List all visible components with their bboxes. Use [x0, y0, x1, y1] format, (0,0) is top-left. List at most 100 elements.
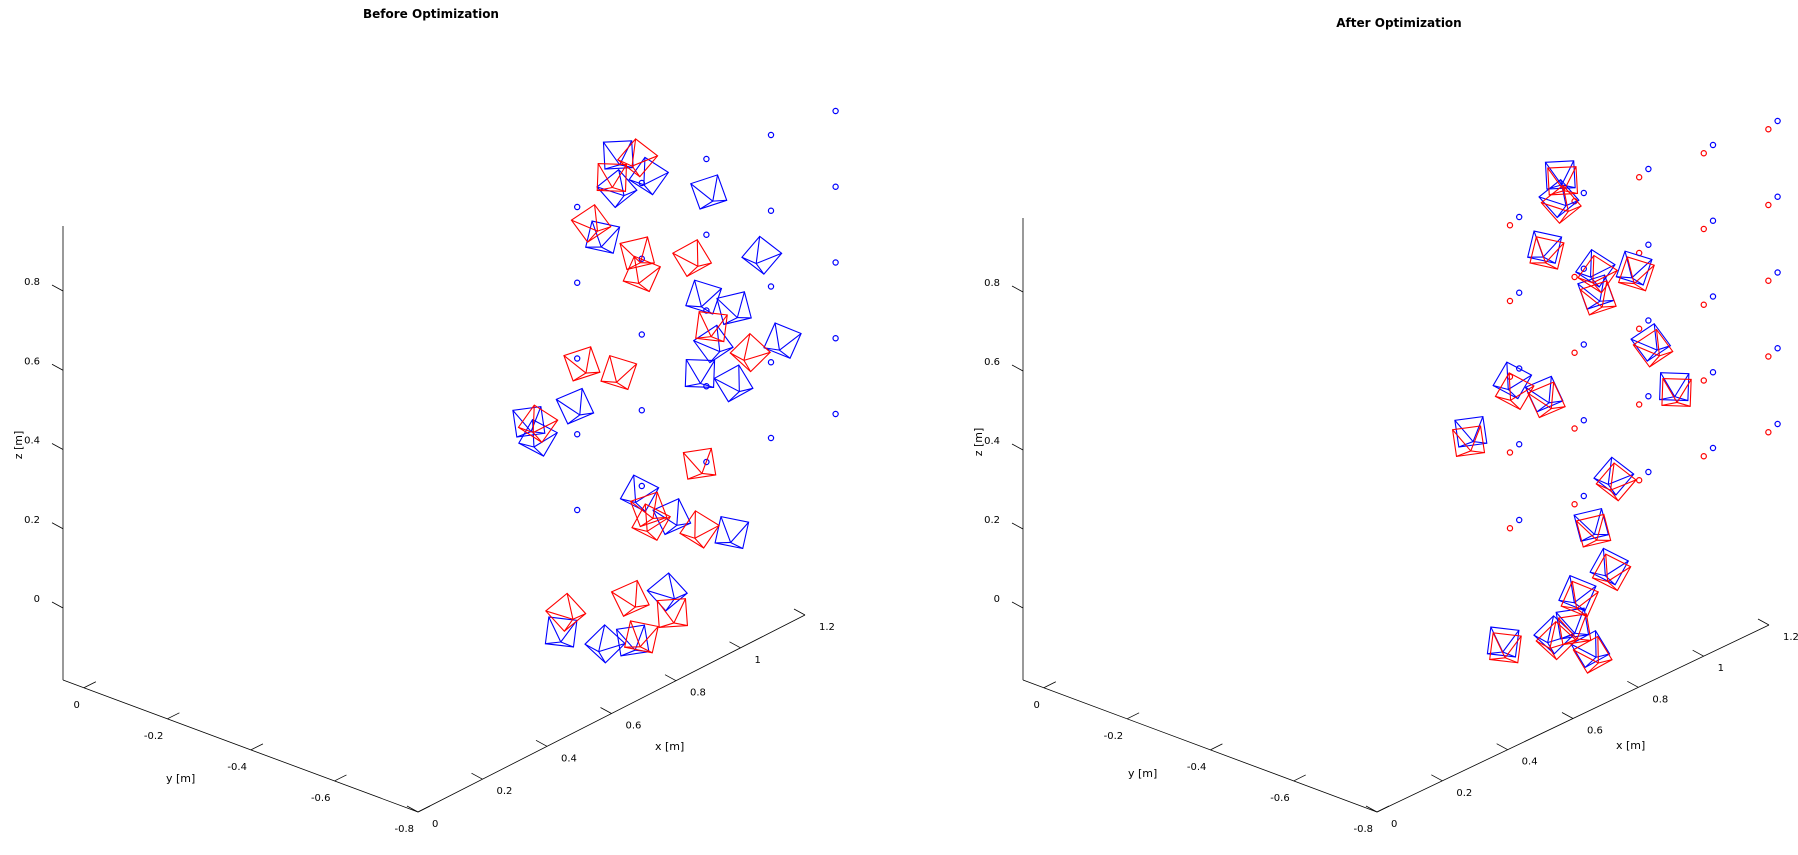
camera-ground-truth	[585, 220, 621, 254]
y-axis-line	[62, 679, 419, 813]
camera-ground-truth-frame	[619, 474, 660, 513]
plot-after-optimization: After Optimization 0 0.2 0.4 0.6 0.8 1 1.2 0 -0.…	[960, 0, 1798, 855]
chart-svg-after: 0 0.2 0.4 0.6 0.8 1 1.2 0 -0.2 -0.4 -0.6 -0.8 0 0.2 0.…	[972, 117, 1798, 835]
camera-estimated-edge	[623, 606, 636, 617]
y-tick	[1126, 712, 1140, 720]
landmark-point	[1516, 289, 1523, 296]
camera-estimated-edge	[1559, 211, 1569, 224]
landmark-point	[832, 183, 839, 190]
z-tick-label: 0.6	[24, 356, 40, 367]
camera-ground-truth-edge	[693, 340, 720, 353]
camera-estimated-edge	[1576, 613, 1587, 640]
camera-estimated	[1595, 462, 1637, 502]
y-tick-label: -0.2	[1104, 731, 1124, 742]
camera-estimated-edge	[1589, 306, 1603, 316]
camera-ground-truth	[1558, 574, 1597, 612]
chart-svg-before: 0 0.2 0.4 0.6 0.8 1 1.2 0 -0.2 -0.4 -0.6 -0.8 0 0.2 0.…	[12, 107, 839, 835]
camera-estimated-edge	[1573, 649, 1599, 664]
camera-estimated-edge	[1579, 289, 1603, 308]
landmark-point-estimated	[1700, 377, 1707, 384]
landmark-point	[1774, 345, 1781, 352]
camera-ground-truth-edge	[1536, 402, 1550, 413]
camera-estimated-frame	[1572, 635, 1613, 674]
camera-estimated-edge	[1541, 202, 1569, 212]
camera-estimated-edge	[623, 280, 639, 284]
camera-ground-truth-edge	[1454, 420, 1474, 442]
camera-ground-truth-edge	[548, 616, 562, 643]
camera-ground-truth-edge	[518, 442, 535, 448]
x-tick-label: 0.8	[1652, 694, 1668, 705]
camera-ground-truth	[1524, 375, 1564, 413]
camera-ground-truth-edge	[1624, 251, 1633, 278]
chart-title: After Optimization	[1336, 16, 1462, 30]
camera-ground-truth-edge	[533, 432, 558, 448]
landmark-point	[1580, 417, 1588, 424]
camera-ground-truth-edge	[647, 590, 675, 600]
camera-estimated	[617, 138, 659, 178]
camera-estimated-edge	[1489, 657, 1506, 661]
camera-estimated-edge	[1655, 329, 1661, 356]
camera-ground-truth-edge	[674, 592, 688, 600]
camera-ground-truth-edge	[714, 377, 740, 393]
landmark-point	[832, 259, 839, 266]
camera-ground-truth	[1659, 372, 1690, 402]
camera-estimated-edge	[1558, 617, 1578, 640]
z-tick	[1011, 522, 1024, 530]
camera-estimated-edge	[563, 355, 587, 374]
camera-estimated-edge	[1607, 566, 1631, 582]
camera-estimated-edge	[1596, 514, 1605, 541]
landmark-point	[638, 331, 646, 338]
camera-ground-truth-edge	[1502, 651, 1516, 658]
camera-estimated-edge	[659, 622, 675, 628]
camera-estimated	[656, 598, 689, 629]
camera-ground-truth-edge	[635, 502, 646, 512]
camera-ground-truth-frame	[714, 515, 750, 550]
camera-estimated-edge	[1545, 262, 1558, 270]
camera-estimated-edge	[594, 204, 599, 232]
camera-ground-truth-edge	[1674, 396, 1689, 402]
camera-ground-truth-edge	[668, 572, 675, 599]
camera-estimated-frame	[1591, 553, 1632, 592]
x-tick-label: 0	[432, 819, 438, 830]
camera-ground-truth-edge	[1573, 585, 1597, 604]
camera-ground-truth-frame	[555, 387, 595, 425]
z-tick	[51, 601, 64, 609]
y-tick-label: 0	[74, 700, 80, 711]
camera-ground-truth-frame	[1659, 372, 1690, 402]
camera-estimated-edge	[1659, 350, 1673, 357]
camera-estimated-edge	[710, 314, 728, 337]
x-tick-label: 0.4	[561, 753, 577, 764]
landmark-point	[1709, 293, 1717, 300]
camera-estimated-edge	[600, 380, 617, 383]
landmark-point	[1774, 193, 1781, 200]
landmark-point	[832, 410, 839, 418]
landmark-point	[638, 407, 646, 414]
camera-ground-truth-edge	[1607, 457, 1613, 485]
camera-ground-truth-edge	[1458, 441, 1474, 448]
camera-ground-truth-edge	[1547, 615, 1555, 643]
camera-estimated-edge	[1495, 395, 1511, 401]
camera-ground-truth-edge	[716, 297, 738, 318]
camera-estimated-edge	[572, 372, 587, 382]
camera-estimated-edge	[1571, 581, 1578, 609]
landmark-point-estimated	[1506, 297, 1514, 305]
x-tick	[535, 739, 548, 747]
camera-ground-truth-edge	[643, 171, 669, 186]
camera-estimated-edge	[1661, 401, 1678, 406]
camera-estimated-frame	[1577, 254, 1619, 294]
y-axis-line	[1022, 679, 1378, 813]
camera-estimated-edge	[1538, 408, 1552, 419]
x-tick-label: 0.6	[1587, 726, 1603, 737]
camera-estimated	[1527, 381, 1566, 419]
camera-estimated	[1489, 632, 1522, 664]
camera-ground-truth-edge	[600, 226, 621, 248]
camera-estimated-edge	[743, 333, 751, 361]
landmark-point	[1516, 441, 1523, 448]
camera-estimated-edge	[1510, 399, 1521, 410]
camera-estimated-edge	[682, 452, 703, 474]
z-tick	[1011, 443, 1024, 451]
camera-ground-truth	[602, 140, 634, 170]
landmark-point	[1645, 317, 1652, 324]
camera-estimated-edge	[1563, 190, 1578, 195]
x-tick-label: 1.2	[1783, 632, 1798, 643]
